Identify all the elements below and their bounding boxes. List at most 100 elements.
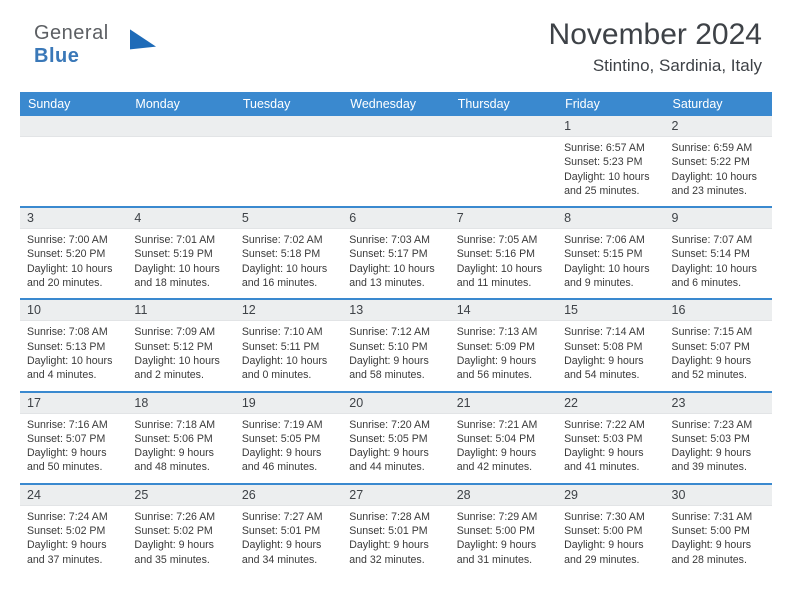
empty-day bbox=[342, 116, 449, 137]
sunset-text: Sunset: 5:05 PM bbox=[242, 432, 335, 446]
sunset-text: Sunset: 5:15 PM bbox=[564, 247, 657, 261]
day-details: Sunrise: 7:09 AMSunset: 5:12 PMDaylight:… bbox=[127, 321, 234, 388]
sunrise-text: Sunrise: 7:10 AM bbox=[242, 325, 335, 339]
daylight-text: Daylight: 9 hours and 37 minutes. bbox=[27, 538, 120, 567]
sunset-text: Sunset: 5:20 PM bbox=[27, 247, 120, 261]
calendar-week-row: 17Sunrise: 7:16 AMSunset: 5:07 PMDayligh… bbox=[20, 393, 772, 481]
sunset-text: Sunset: 5:14 PM bbox=[672, 247, 765, 261]
sunrise-text: Sunrise: 7:29 AM bbox=[457, 510, 550, 524]
calendar-body: 1Sunrise: 6:57 AMSunset: 5:23 PMDaylight… bbox=[20, 116, 772, 573]
day-details: Sunrise: 7:22 AMSunset: 5:03 PMDaylight:… bbox=[557, 414, 664, 481]
calendar-week-row: 24Sunrise: 7:24 AMSunset: 5:02 PMDayligh… bbox=[20, 485, 772, 573]
sunrise-text: Sunrise: 7:06 AM bbox=[564, 233, 657, 247]
sunset-text: Sunset: 5:10 PM bbox=[349, 340, 442, 354]
day-number: 7 bbox=[450, 208, 557, 229]
calendar-cell: 2Sunrise: 6:59 AMSunset: 5:22 PMDaylight… bbox=[665, 116, 772, 204]
day-number: 10 bbox=[20, 300, 127, 321]
day-number: 8 bbox=[557, 208, 664, 229]
weekday-header: Sunday bbox=[20, 92, 127, 116]
sunset-text: Sunset: 5:22 PM bbox=[672, 155, 765, 169]
day-details: Sunrise: 7:10 AMSunset: 5:11 PMDaylight:… bbox=[235, 321, 342, 388]
daylight-text: Daylight: 10 hours and 11 minutes. bbox=[457, 262, 550, 291]
sunset-text: Sunset: 5:08 PM bbox=[564, 340, 657, 354]
day-details: Sunrise: 7:20 AMSunset: 5:05 PMDaylight:… bbox=[342, 414, 449, 481]
sunrise-text: Sunrise: 7:24 AM bbox=[27, 510, 120, 524]
daylight-text: Daylight: 10 hours and 18 minutes. bbox=[134, 262, 227, 291]
calendar-cell: 13Sunrise: 7:12 AMSunset: 5:10 PMDayligh… bbox=[342, 300, 449, 388]
day-number: 21 bbox=[450, 393, 557, 414]
day-number: 2 bbox=[665, 116, 772, 137]
day-details: Sunrise: 7:00 AMSunset: 5:20 PMDaylight:… bbox=[20, 229, 127, 296]
sunrise-text: Sunrise: 7:31 AM bbox=[672, 510, 765, 524]
day-details: Sunrise: 7:01 AMSunset: 5:19 PMDaylight:… bbox=[127, 229, 234, 296]
sunrise-text: Sunrise: 7:09 AM bbox=[134, 325, 227, 339]
sunrise-text: Sunrise: 7:02 AM bbox=[242, 233, 335, 247]
logo-word-1: General bbox=[34, 22, 109, 44]
weekday-header: Monday bbox=[127, 92, 234, 116]
daylight-text: Daylight: 9 hours and 32 minutes. bbox=[349, 538, 442, 567]
sunrise-text: Sunrise: 7:23 AM bbox=[672, 418, 765, 432]
calendar-week-row: 1Sunrise: 6:57 AMSunset: 5:23 PMDaylight… bbox=[20, 116, 772, 204]
calendar-cell: 5Sunrise: 7:02 AMSunset: 5:18 PMDaylight… bbox=[235, 208, 342, 296]
day-number: 5 bbox=[235, 208, 342, 229]
daylight-text: Daylight: 9 hours and 52 minutes. bbox=[672, 354, 765, 383]
sunset-text: Sunset: 5:04 PM bbox=[457, 432, 550, 446]
calendar-cell: 29Sunrise: 7:30 AMSunset: 5:00 PMDayligh… bbox=[557, 485, 664, 573]
calendar-week-row: 3Sunrise: 7:00 AMSunset: 5:20 PMDaylight… bbox=[20, 208, 772, 296]
daylight-text: Daylight: 10 hours and 0 minutes. bbox=[242, 354, 335, 383]
sunset-text: Sunset: 5:13 PM bbox=[27, 340, 120, 354]
day-number: 15 bbox=[557, 300, 664, 321]
day-number: 27 bbox=[342, 485, 449, 506]
sunrise-text: Sunrise: 7:08 AM bbox=[27, 325, 120, 339]
daylight-text: Daylight: 10 hours and 20 minutes. bbox=[27, 262, 120, 291]
day-number: 17 bbox=[20, 393, 127, 414]
sunrise-text: Sunrise: 7:26 AM bbox=[134, 510, 227, 524]
calendar-cell: 28Sunrise: 7:29 AMSunset: 5:00 PMDayligh… bbox=[450, 485, 557, 573]
weekday-header: Saturday bbox=[665, 92, 772, 116]
day-number: 13 bbox=[342, 300, 449, 321]
calendar-cell: 23Sunrise: 7:23 AMSunset: 5:03 PMDayligh… bbox=[665, 393, 772, 481]
sunset-text: Sunset: 5:07 PM bbox=[27, 432, 120, 446]
day-details: Sunrise: 7:29 AMSunset: 5:00 PMDaylight:… bbox=[450, 506, 557, 573]
logo-word-2: Blue bbox=[34, 45, 79, 67]
sunset-text: Sunset: 5:11 PM bbox=[242, 340, 335, 354]
calendar-cell: 17Sunrise: 7:16 AMSunset: 5:07 PMDayligh… bbox=[20, 393, 127, 481]
calendar-cell: 8 Sunrise: 7:06 AMSunset: 5:15 PMDaylight… bbox=[557, 208, 664, 296]
calendar-cell bbox=[342, 116, 449, 204]
sunset-text: Sunset: 5:06 PM bbox=[134, 432, 227, 446]
calendar-cell: 20Sunrise: 7:20 AMSunset: 5:05 PMDayligh… bbox=[342, 393, 449, 481]
header: General Blue November 2024 Stintino, Sar… bbox=[20, 14, 772, 92]
day-details: Sunrise: 7:16 AMSunset: 5:07 PMDaylight:… bbox=[20, 414, 127, 481]
calendar-cell: 15Sunrise: 7:14 AMSunset: 5:08 PMDayligh… bbox=[557, 300, 664, 388]
calendar-cell bbox=[450, 116, 557, 204]
day-number: 19 bbox=[235, 393, 342, 414]
title-block: November 2024 Stintino, Sardinia, Italy bbox=[549, 18, 762, 76]
calendar-cell: 12Sunrise: 7:10 AMSunset: 5:11 PMDayligh… bbox=[235, 300, 342, 388]
daylight-text: Daylight: 9 hours and 39 minutes. bbox=[672, 446, 765, 475]
sunset-text: Sunset: 5:00 PM bbox=[672, 524, 765, 538]
sunset-text: Sunset: 5:16 PM bbox=[457, 247, 550, 261]
calendar-cell: 16Sunrise: 7:15 AMSunset: 5:07 PMDayligh… bbox=[665, 300, 772, 388]
daylight-text: Daylight: 10 hours and 9 minutes. bbox=[564, 262, 657, 291]
day-number: 29 bbox=[557, 485, 664, 506]
sunset-text: Sunset: 5:02 PM bbox=[134, 524, 227, 538]
daylight-text: Daylight: 9 hours and 54 minutes. bbox=[564, 354, 657, 383]
daylight-text: Daylight: 10 hours and 6 minutes. bbox=[672, 262, 765, 291]
day-details: Sunrise: 7:19 AMSunset: 5:05 PMDaylight:… bbox=[235, 414, 342, 481]
calendar-cell: 3Sunrise: 7:00 AMSunset: 5:20 PMDaylight… bbox=[20, 208, 127, 296]
day-details: Sunrise: 7:18 AMSunset: 5:06 PMDaylight:… bbox=[127, 414, 234, 481]
day-number: 23 bbox=[665, 393, 772, 414]
daylight-text: Daylight: 9 hours and 48 minutes. bbox=[134, 446, 227, 475]
calendar-cell: 26Sunrise: 7:27 AMSunset: 5:01 PMDayligh… bbox=[235, 485, 342, 573]
page-root: General Blue November 2024 Stintino, Sar… bbox=[0, 0, 792, 612]
day-number: 11 bbox=[127, 300, 234, 321]
calendar-cell: 21Sunrise: 7:21 AMSunset: 5:04 PMDayligh… bbox=[450, 393, 557, 481]
day-details: Sunrise: 7:14 AMSunset: 5:08 PMDaylight:… bbox=[557, 321, 664, 388]
weekday-header: Thursday bbox=[450, 92, 557, 116]
day-details: Sunrise: 7:31 AMSunset: 5:00 PMDaylight:… bbox=[665, 506, 772, 573]
calendar-head: SundayMondayTuesdayWednesdayThursdayFrid… bbox=[20, 92, 772, 116]
calendar-table: SundayMondayTuesdayWednesdayThursdayFrid… bbox=[20, 92, 772, 573]
sunset-text: Sunset: 5:03 PM bbox=[564, 432, 657, 446]
sunrise-text: Sunrise: 6:57 AM bbox=[564, 141, 657, 155]
sunset-text: Sunset: 5:09 PM bbox=[457, 340, 550, 354]
